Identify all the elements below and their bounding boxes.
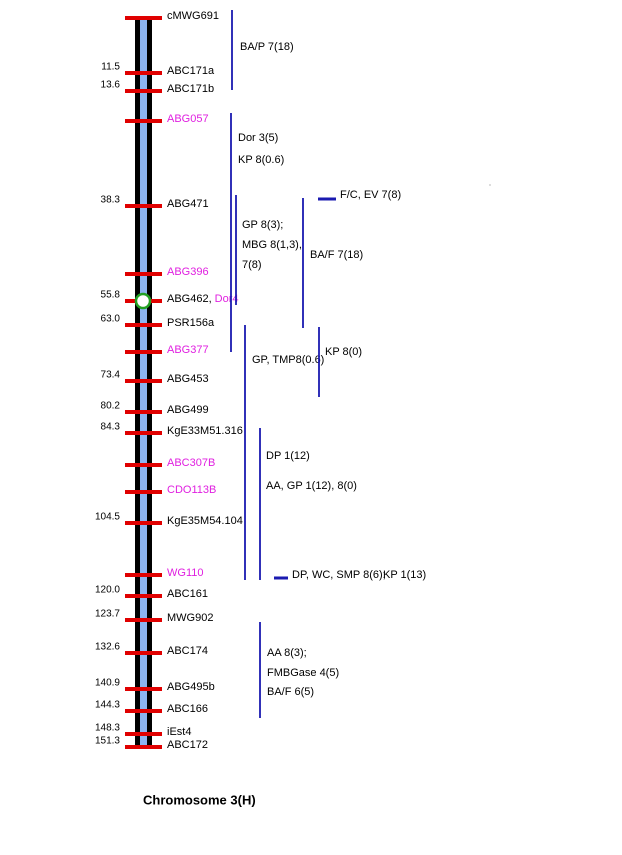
qtl-label: 7(8)	[242, 259, 262, 271]
marker-name-text: ABC172	[167, 739, 208, 751]
marker-name: KgE33M51.316	[167, 425, 243, 437]
marker-position: 73.4	[101, 370, 121, 381]
marker-circle	[134, 292, 152, 310]
marker-name-text: ABC166	[167, 703, 208, 715]
marker-position: 144.3	[95, 700, 120, 711]
marker-name: ABC174	[167, 645, 208, 657]
qtl-label: KP 8(0.6)	[238, 154, 284, 166]
marker-position: 13.6	[101, 80, 121, 91]
qtl-label: BA/F 7(18)	[310, 249, 363, 261]
marker-name: iEst4	[167, 726, 191, 738]
marker-position: 151.3	[95, 736, 120, 747]
marker-name: CDO113B	[167, 484, 216, 496]
qtl-label: GP, TMP8(0.6)	[252, 354, 324, 366]
marker-name-text: ABG462,	[167, 293, 212, 305]
marker-name: KgE35M54.104	[167, 515, 243, 527]
qtl-label: AA 8(3);	[267, 647, 307, 659]
marker-name-text: ABC307B	[167, 457, 215, 469]
qtl-label: DP 1(12)	[266, 450, 310, 462]
marker-position: 38.3	[101, 195, 121, 206]
marker-name: ABG499	[167, 404, 209, 416]
marker-name: PSR156a	[167, 317, 215, 329]
marker-position: 120.0	[95, 585, 120, 596]
marker-name-text: ABC171b	[167, 83, 214, 95]
marker-name-text: WG110	[167, 567, 203, 579]
marker-name: ABG462, Dor4	[167, 293, 238, 305]
qtl-label: KP 1(13)	[383, 569, 426, 581]
marker-name-text: ABC174	[167, 645, 208, 657]
marker-position: 84.3	[101, 422, 121, 433]
marker-name: ABC171a	[167, 65, 215, 77]
marker-position: 104.5	[95, 512, 120, 523]
qtl-label: MBG 8(1,3),	[242, 239, 302, 251]
qtl-label: AA, GP 1(12), 8(0)	[266, 480, 357, 492]
marker-name-text: KgE33M51.316	[167, 425, 243, 437]
marker-name: ABC172	[167, 739, 208, 751]
marker-name: ABG057	[167, 113, 209, 125]
marker-position: 123.7	[95, 609, 120, 620]
marker-position: 11.5	[101, 62, 120, 73]
marker-name-text: cMWG691	[167, 10, 219, 22]
marker-position: 55.8	[101, 290, 121, 301]
marker-name: ABG453	[167, 373, 209, 385]
marker-name: cMWG691	[167, 10, 219, 22]
marker-name: ABG471	[167, 198, 209, 210]
marker-name-text: ABG499	[167, 404, 209, 416]
marker-name: ABG495b	[167, 681, 215, 693]
marker-name-text: MWG902	[167, 612, 213, 624]
marker-name: WG110	[167, 567, 203, 579]
marker-name-text: iEst4	[167, 726, 191, 738]
marker-name-text: ABG057	[167, 113, 209, 125]
title: Chromosome 3(H)	[143, 792, 256, 807]
marker-name: ABC307B	[167, 457, 215, 469]
marker-position: 148.3	[95, 723, 120, 734]
marker-name-text: ABC171a	[167, 65, 215, 77]
marker-position: 140.9	[95, 678, 120, 689]
marker-name: ABG377	[167, 344, 209, 356]
qtl-label: Dor 3(5)	[238, 132, 278, 144]
marker-name-text: ABG495b	[167, 681, 215, 693]
marker-name: ABC171b	[167, 83, 214, 95]
qtl-label: BA/F 6(5)	[267, 686, 314, 698]
marker-name-text: KgE35M54.104	[167, 515, 243, 527]
marker-name-text: ABG453	[167, 373, 209, 385]
marker-name-text: ABG396	[167, 266, 209, 278]
marker-name-text: CDO113B	[167, 484, 216, 496]
marker-name: ABC166	[167, 703, 208, 715]
marker-name-text: PSR156a	[167, 317, 215, 329]
marker-position: 63.0	[101, 314, 121, 325]
marker-name-text: ABG471	[167, 198, 209, 210]
marker-name-text: ABC161	[167, 588, 208, 600]
qtl-label: BA/P 7(18)	[240, 41, 294, 53]
marker-position: 80.2	[101, 401, 121, 412]
marker-name: MWG902	[167, 612, 213, 624]
marker-name: ABC161	[167, 588, 208, 600]
qtl-label: DP, WC, SMP 8(6);	[292, 569, 386, 581]
marker-extra: Dor4	[215, 293, 239, 305]
marker-position: 132.6	[95, 642, 120, 653]
qtl-label: KP 8(0)	[325, 346, 362, 358]
dot	[489, 184, 491, 186]
marker-name-text: ABG377	[167, 344, 209, 356]
marker-name: ABG396	[167, 266, 209, 278]
qtl-label: GP 8(3);	[242, 219, 283, 231]
qtl-label: FMBGase 4(5)	[267, 667, 339, 679]
qtl-label: F/C, EV 7(8)	[340, 189, 401, 201]
